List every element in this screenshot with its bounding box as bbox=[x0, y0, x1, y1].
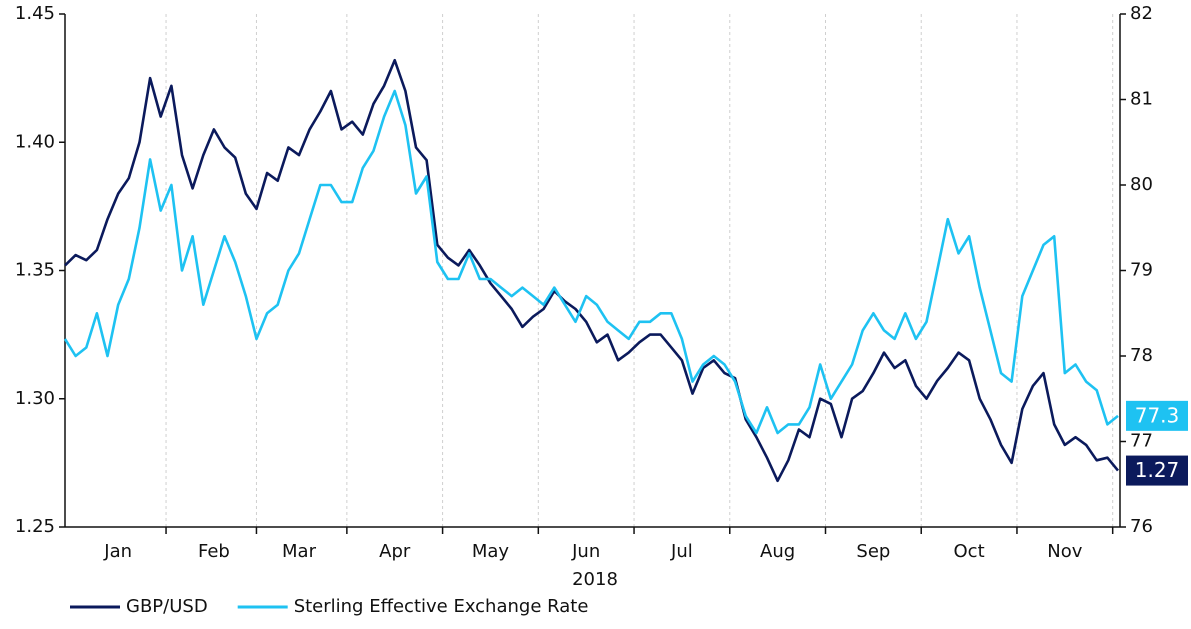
x-tick-label: Apr bbox=[379, 541, 411, 562]
x-tick-label: Jan bbox=[103, 541, 132, 562]
end-label-box bbox=[1126, 455, 1188, 486]
end-label: 77.3 bbox=[1135, 403, 1180, 427]
series-line bbox=[64, 58, 1120, 483]
legend-label: Sterling Effective Exchange Rate bbox=[294, 596, 589, 617]
x-tick-label: Feb bbox=[198, 541, 230, 562]
y2-tick-label: 79 bbox=[1130, 260, 1153, 281]
x-tick-label: Sep bbox=[856, 541, 890, 562]
end-label: 1.27 bbox=[1135, 458, 1180, 482]
y2-tick-label: 82 bbox=[1130, 3, 1153, 24]
x-tick-label: Nov bbox=[1047, 541, 1082, 562]
x-tick-label: Aug bbox=[760, 541, 795, 562]
y-tick-label: 1.30 bbox=[15, 388, 55, 409]
end-label-box bbox=[1126, 400, 1188, 431]
x-tick-label: Jun bbox=[571, 541, 600, 562]
legend-label: GBP/USD bbox=[126, 596, 208, 617]
y2-tick-label: 76 bbox=[1130, 516, 1153, 537]
x-axis-label: 2018 bbox=[572, 569, 618, 590]
y2-tick-label: 78 bbox=[1130, 345, 1153, 366]
x-tick-label: Jul bbox=[670, 541, 693, 562]
y2-tick-label: 81 bbox=[1130, 89, 1153, 110]
x-tick-label: Oct bbox=[954, 541, 985, 562]
series-line bbox=[63, 89, 1119, 435]
y2-tick-label: 77 bbox=[1130, 431, 1153, 452]
x-tick-label: May bbox=[472, 541, 510, 562]
y2-tick-label: 80 bbox=[1130, 174, 1153, 195]
y-tick-label: 1.40 bbox=[15, 131, 55, 152]
y-tick-label: 1.45 bbox=[15, 3, 55, 24]
x-tick-label: Mar bbox=[282, 541, 317, 562]
y-tick-label: 1.25 bbox=[15, 516, 55, 537]
y-tick-label: 1.35 bbox=[15, 260, 55, 281]
